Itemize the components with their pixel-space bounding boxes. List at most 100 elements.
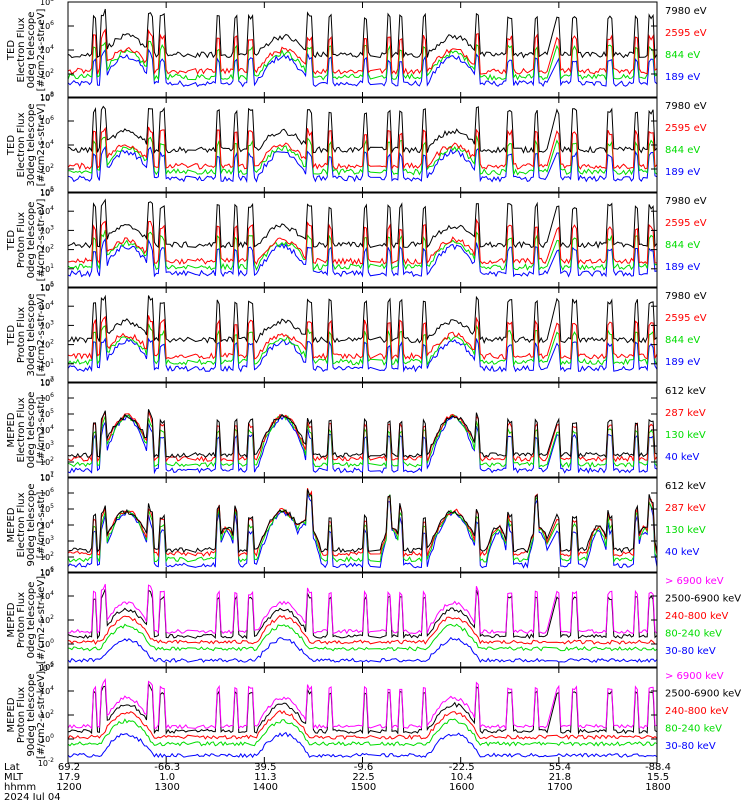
y-axis-label: MEPEDElectron Flux0deg telescope[#/cm2-s… — [6, 392, 47, 469]
series-line-1-4 — [67, 48, 658, 88]
footer-mlt-value: 1.0 — [159, 772, 175, 783]
y-tick-label: 100 — [40, 638, 54, 649]
footer-hhmm-value: 1700 — [547, 782, 572, 793]
legend-entry: 189 eV — [665, 167, 700, 178]
y-axis-label-line: [#/cm2-s-str-eV] — [36, 294, 47, 377]
series-line-1-1 — [67, 8, 658, 60]
y-tick-label: 100 — [40, 282, 54, 293]
y-tick-label: 10-2 — [38, 662, 54, 673]
y-tick-label: 102 — [40, 614, 54, 625]
footer-lat-value: -22.5 — [449, 762, 475, 773]
y-tick-label: 104 — [40, 685, 54, 696]
legend-entry: 30-80 keV — [665, 741, 716, 752]
legend-entry: 2595 eV — [665, 218, 707, 229]
legend-entry: 7980 eV — [665, 291, 707, 302]
y-tick-label: 103 — [40, 440, 54, 451]
y-axis-label-line: [#/cm2-s-str-eV] — [36, 9, 47, 92]
y-axis-label: MEPEDProton Flux0deg telescope[#/cm2-s-s… — [6, 576, 47, 664]
y-tick-label: 105 — [40, 503, 54, 514]
y-axis-label-line: 0deg telescope — [26, 582, 37, 659]
y-axis-label-line: [#/cm2-s-str-keV] — [36, 576, 47, 664]
y-tick-label: 105 — [40, 408, 54, 419]
legend-entry: 287 keV — [665, 503, 706, 514]
footer-mlt-value: 10.4 — [451, 772, 473, 783]
series-line-1-3 — [67, 40, 658, 82]
footer-lat-value: 39.5 — [254, 762, 276, 773]
series-line-5-1 — [67, 409, 658, 459]
y-axis-label-line: MEPED — [6, 602, 17, 637]
y-tick-label: 104 — [40, 424, 54, 435]
legend-entry: 80-240 keV — [665, 724, 722, 735]
legend-entry: 189 eV — [665, 262, 700, 273]
footer-hhmm-value: 1600 — [449, 782, 474, 793]
legend-entry: 612 keV — [665, 481, 706, 492]
y-tick-label: 102 — [40, 68, 54, 79]
footer-lat-value: 69.2 — [58, 762, 80, 773]
series-line-5-3 — [67, 413, 658, 469]
legend-entry: 130 keV — [665, 430, 706, 441]
y-tick-label: 103 — [40, 535, 54, 546]
y-axis-label-line: Electron Flux — [16, 17, 27, 82]
y-tick-label: 106 — [40, 661, 54, 672]
footer-lat-value: 55.4 — [549, 762, 571, 773]
y-tick-label: 102 — [40, 551, 54, 562]
y-tick-label: 100 — [40, 733, 54, 744]
series-line-7-4 — [67, 623, 658, 652]
footer-hhmm-value: 1300 — [154, 782, 179, 793]
footer-hhmm-value: 1500 — [351, 782, 376, 793]
y-axis-label-line: TED — [6, 135, 17, 156]
series-line-4-1 — [67, 294, 658, 345]
y-axis-label-line: Electron Flux — [16, 492, 27, 557]
series-line-6-3 — [67, 488, 658, 564]
y-tick-label: 100 — [40, 377, 54, 388]
y-axis-label-line: 0deg telescope — [26, 202, 37, 279]
series-line-1-2 — [67, 28, 658, 75]
y-tick-label: 102 — [40, 163, 54, 174]
y-axis-label-line: [#/cm2-s-str-keV] — [36, 671, 47, 759]
footer-mlt-value: 22.5 — [352, 772, 374, 783]
legend-entry: 2595 eV — [665, 123, 707, 134]
y-tick-label: 104 — [40, 205, 54, 216]
legend-entry: 30-80 keV — [665, 646, 716, 657]
footer-lat-value: -88.4 — [645, 762, 671, 773]
y-tick-label: 102 — [40, 339, 54, 350]
series-line-8-1 — [67, 678, 658, 730]
y-axis-label-line: [#/cm2-s-str-eV] — [36, 199, 47, 282]
y-tick-label: 107 — [40, 376, 54, 387]
y-axis-label-line: 90deg telescope — [26, 483, 37, 566]
y-axis-label-line: [#/cm2-s-str] — [36, 491, 47, 558]
series-line-7-3 — [67, 614, 658, 646]
y-axis-label-line: Electron Flux — [16, 397, 27, 462]
series-line-6-4 — [67, 493, 658, 569]
series-line-2-2 — [67, 126, 658, 171]
series-line-4-4 — [67, 337, 658, 373]
y-tick-label: 100 — [40, 92, 54, 103]
y-axis-label: TEDElectron Flux30deg telescope[#/cm2-s-… — [6, 103, 47, 186]
footer-lat-value: -9.6 — [354, 762, 374, 773]
y-tick-label: 104 — [40, 300, 54, 311]
y-tick-label: 101 — [40, 263, 54, 274]
y-tick-label: 105 — [40, 186, 54, 197]
hhmm-row-label: hhmm — [4, 782, 36, 793]
flux-panel-5: 101 102 103 104 105 106 107 MEPEDElectron Flux0… — [6, 376, 706, 483]
series-line-3-2 — [67, 218, 658, 266]
y-axis-label-line: TED — [6, 230, 17, 251]
series-line-6-1 — [67, 489, 658, 554]
series-line-2-3 — [68, 135, 658, 177]
y-axis-label-line: 30deg telescope — [26, 293, 37, 376]
series-line-3-1 — [67, 198, 658, 249]
series-line-8-2 — [67, 681, 658, 735]
y-tick-label: 101 — [40, 567, 54, 578]
y-axis-label-line: 90deg telescope — [26, 673, 37, 756]
series-line-7-2 — [67, 589, 658, 640]
y-tick-label: 107 — [40, 471, 54, 482]
y-axis-label-line: Proton Flux — [16, 307, 27, 363]
y-axis-label: TEDProton Flux0deg telescope[#/cm2-s-str… — [6, 199, 47, 282]
legend-entry: 2595 eV — [665, 313, 707, 324]
legend-entry: 844 eV — [665, 145, 700, 156]
footer-hhmm-value: 1200 — [56, 782, 81, 793]
y-axis-label-line: Electron Flux — [16, 112, 27, 177]
